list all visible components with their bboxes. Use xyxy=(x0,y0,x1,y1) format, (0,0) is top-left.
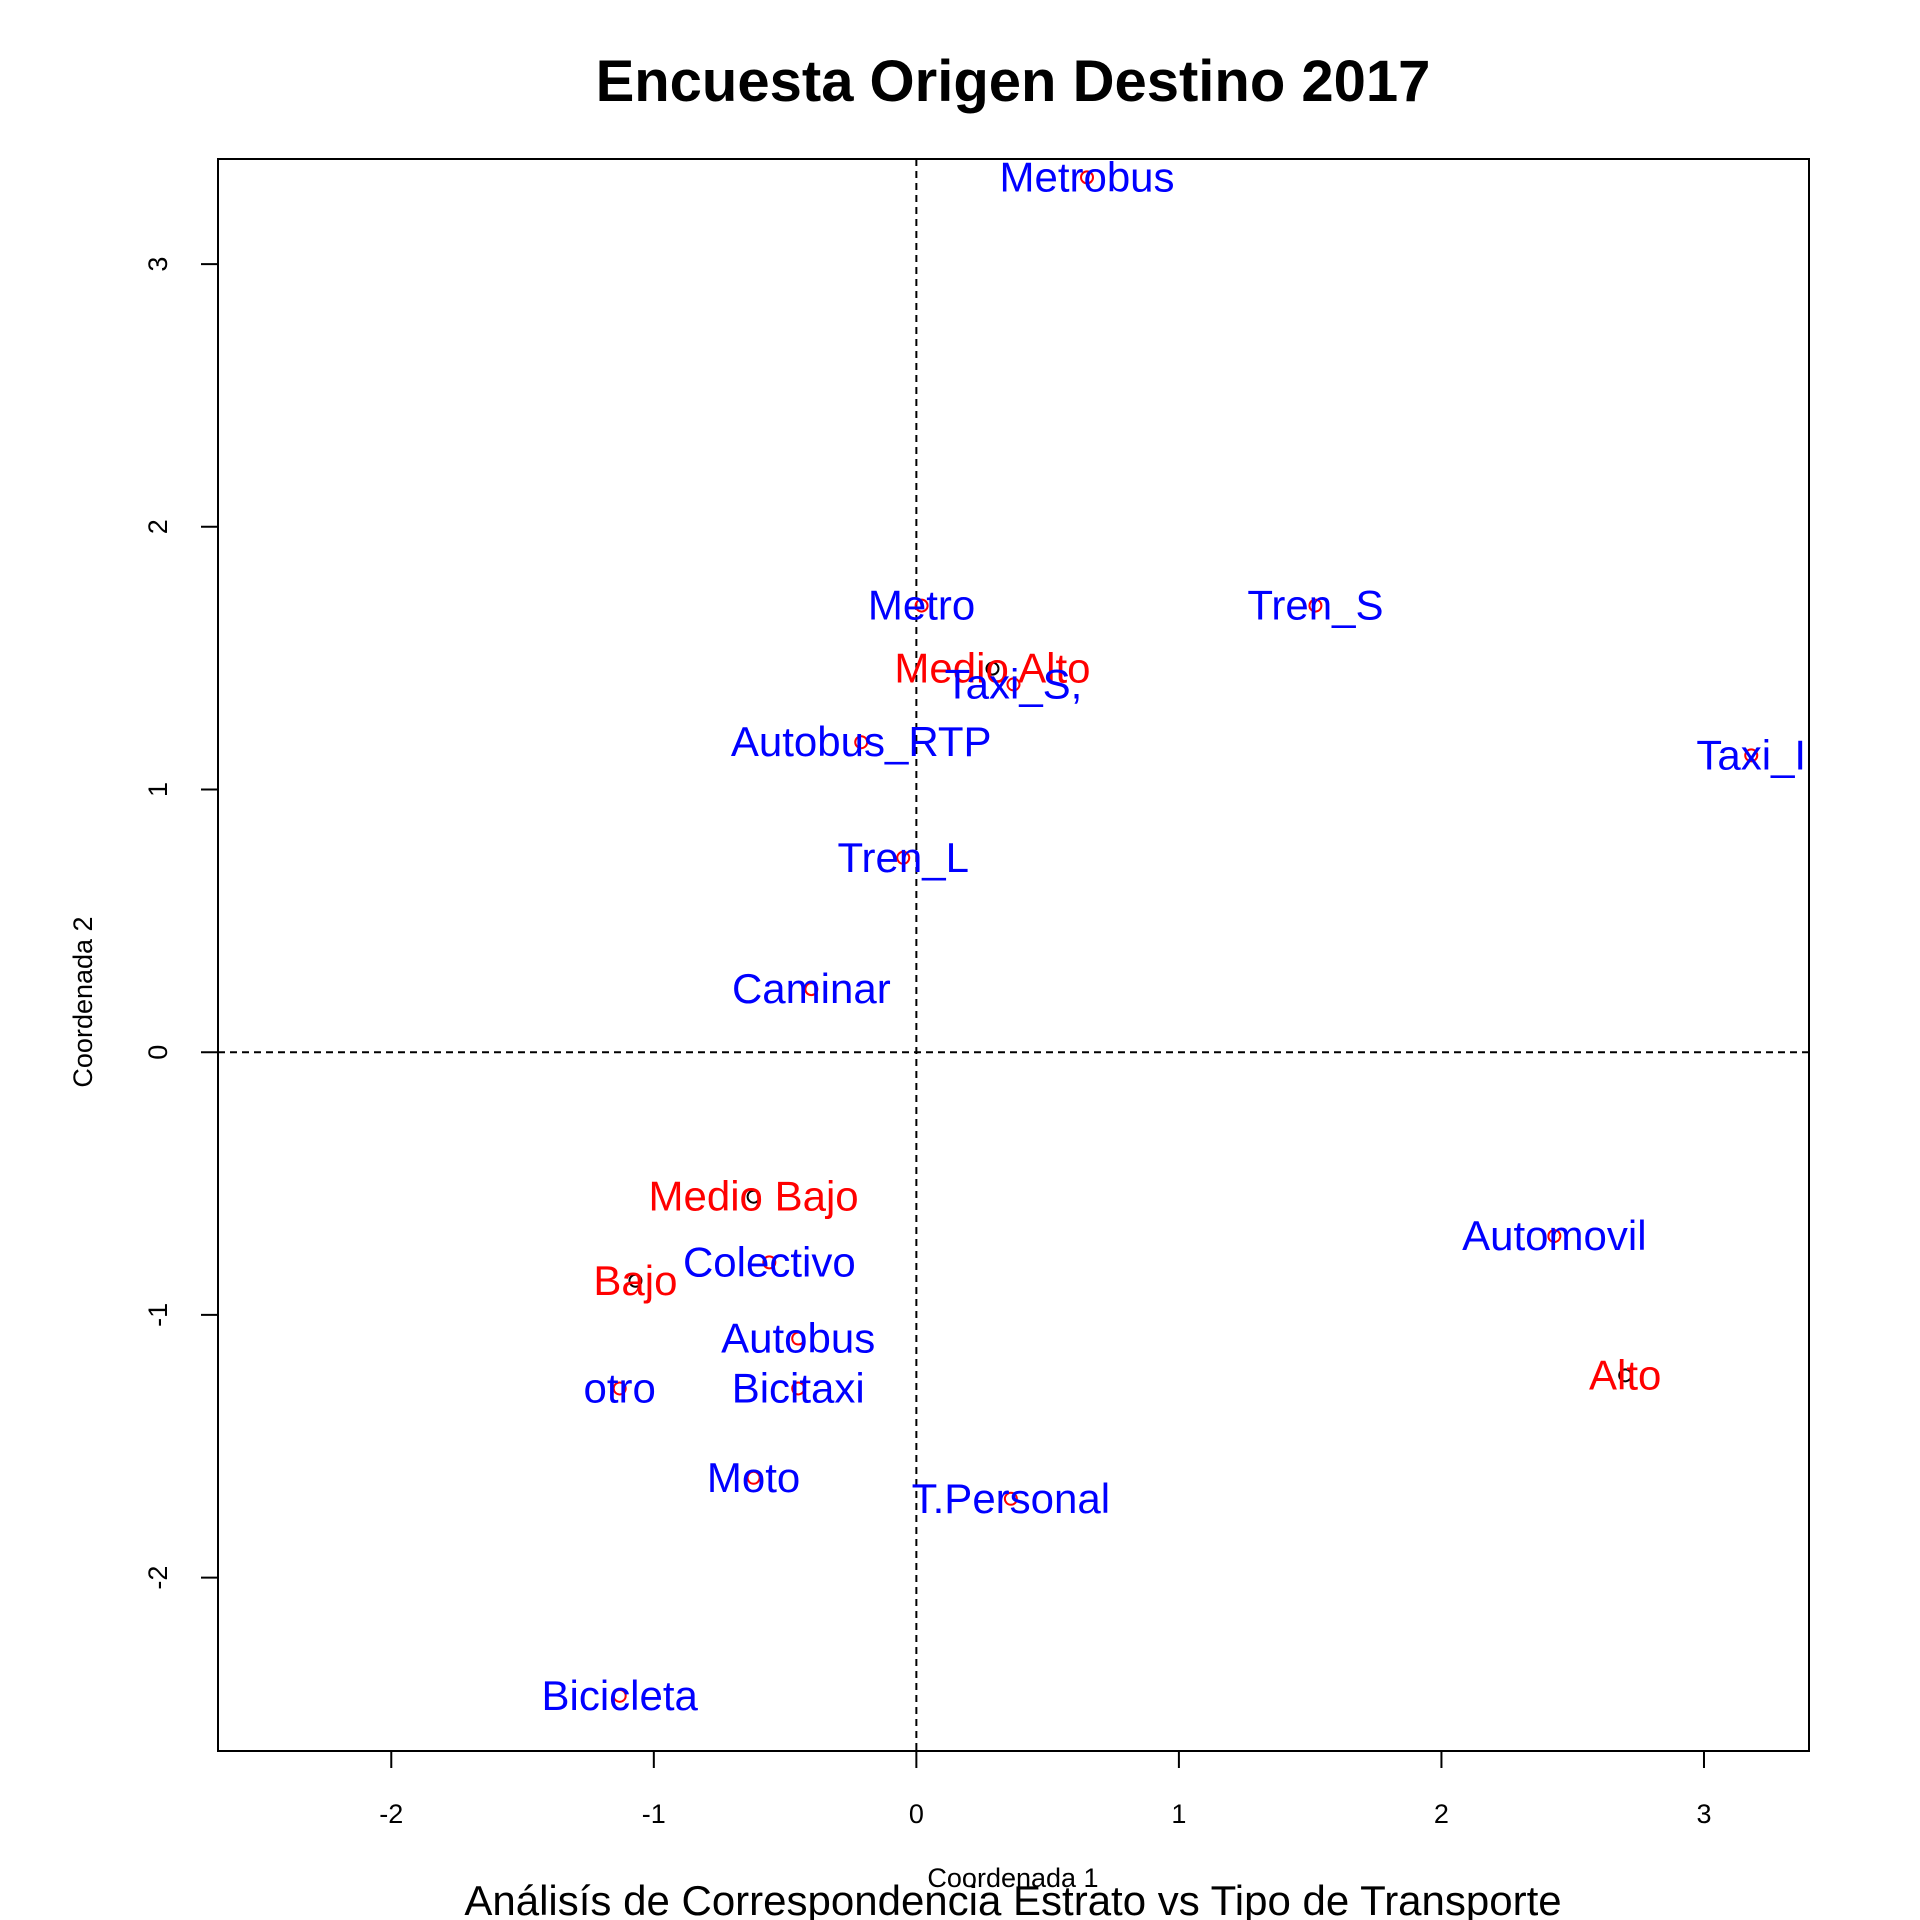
point-label: otro xyxy=(584,1364,656,1411)
data-point xyxy=(791,1331,806,1346)
data-point xyxy=(854,735,869,750)
data-point xyxy=(914,598,929,613)
y-tick-label: 1 xyxy=(143,782,173,797)
y-tick-label: 0 xyxy=(143,1045,173,1060)
data-point xyxy=(1308,598,1323,613)
reference-lines xyxy=(218,159,1809,1751)
data-points: Medio Alto Medio Bajo Bajo Alto Metrobus Metr… xyxy=(541,153,1806,1719)
data-point xyxy=(746,1470,761,1485)
point-label: T.Personal xyxy=(912,1475,1110,1522)
x-tick-label: -2 xyxy=(379,1799,403,1829)
data-point xyxy=(612,1688,627,1703)
point-label: Moto xyxy=(707,1454,800,1501)
data-point xyxy=(1744,748,1759,763)
data-point xyxy=(762,1255,777,1270)
chart-subtitle: Análisís de Correspondencia Estrato vs T… xyxy=(464,1877,1561,1920)
point-label: Bicicleta xyxy=(541,1672,698,1719)
point-label: Automovil xyxy=(1462,1212,1646,1259)
point-label: Bajo xyxy=(593,1257,677,1304)
data-point xyxy=(1080,170,1095,185)
x-tick-label: 2 xyxy=(1434,1799,1449,1829)
data-point xyxy=(628,1273,643,1288)
point-label: Tren_S xyxy=(1247,582,1383,629)
point-label: Medio Alto xyxy=(894,645,1090,692)
data-point xyxy=(746,1189,761,1204)
y-axis-label: Coordenada 2 xyxy=(68,916,98,1087)
x-tick-label: 3 xyxy=(1696,1799,1711,1829)
data-point xyxy=(612,1381,627,1396)
data-point xyxy=(1618,1368,1633,1383)
point-label: Caminar xyxy=(732,965,891,1012)
data-point xyxy=(1547,1229,1562,1244)
axes: -2 -1 0 1 2 3 -2 -1 0 1 2 3 xyxy=(143,257,1711,1829)
y-tick-label: 2 xyxy=(143,519,173,534)
y-tick-label: 3 xyxy=(143,257,173,272)
chart-title: Encuesta Origen Destino 2017 xyxy=(596,49,1431,114)
point-label: Metrobus xyxy=(999,153,1174,200)
x-axis-label: Coordenada 1 xyxy=(927,1863,1098,1893)
x-tick-label: 1 xyxy=(1171,1799,1186,1829)
data-point xyxy=(791,1381,806,1396)
point-label: Taxi_S, xyxy=(945,660,1083,707)
data-point xyxy=(1006,677,1021,692)
data-point xyxy=(896,850,911,865)
point-label: Autobus_RTP xyxy=(731,718,992,765)
y-tick-label: -1 xyxy=(143,1303,173,1327)
point-label: Taxi_I xyxy=(1696,731,1806,778)
x-tick-label: 0 xyxy=(909,1799,924,1829)
y-tick-label: -2 xyxy=(143,1566,173,1590)
point-label: Bicitaxi xyxy=(732,1364,865,1411)
data-point xyxy=(1003,1491,1018,1506)
data-point xyxy=(985,661,1000,676)
point-label: Tren_L xyxy=(837,834,969,881)
point-label: Autobus xyxy=(721,1315,875,1362)
x-tick-label: -1 xyxy=(642,1799,666,1829)
point-label: Colectivo xyxy=(683,1238,856,1285)
point-label: Medio Bajo xyxy=(649,1173,859,1220)
point-label: Alto xyxy=(1589,1351,1661,1398)
plot-frame xyxy=(217,158,1810,1752)
point-label: Metro xyxy=(868,582,975,629)
data-point xyxy=(804,982,819,997)
